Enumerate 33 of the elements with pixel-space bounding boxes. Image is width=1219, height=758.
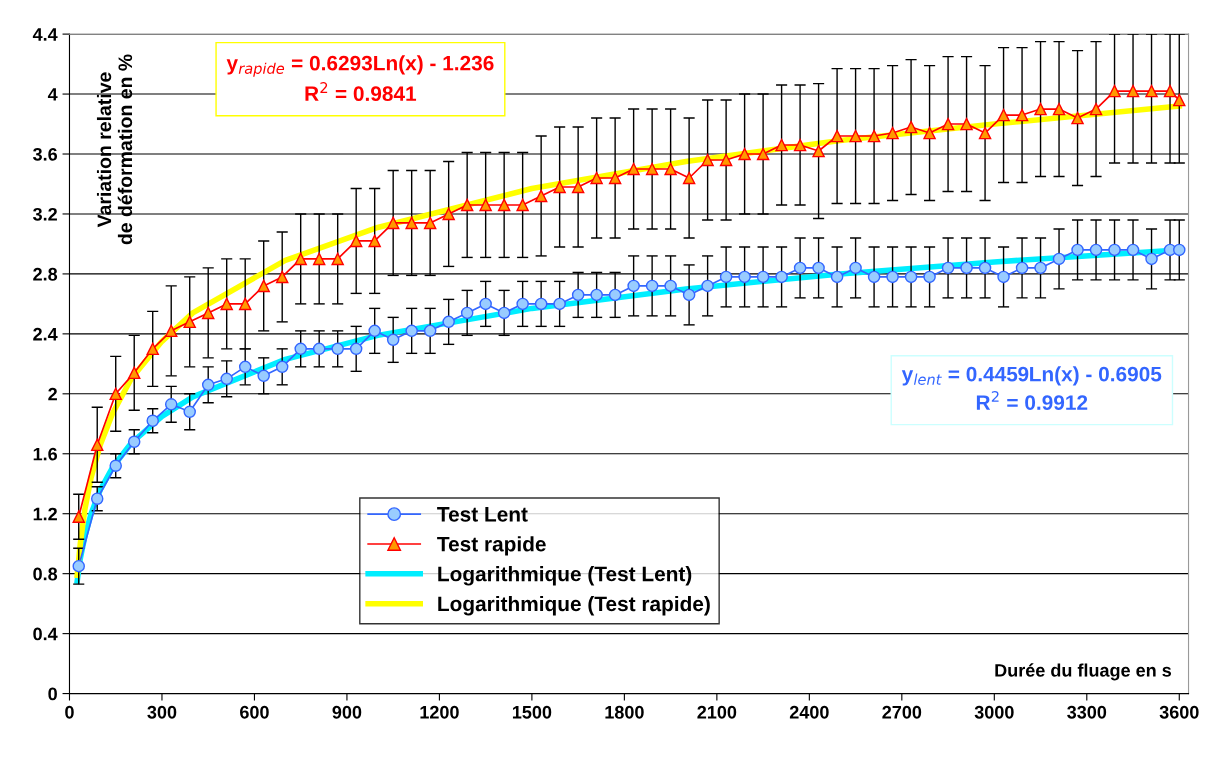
x-axis-title: Durée du fluage en s [995,663,1172,681]
x-tick-label: 600 [240,705,269,719]
x-tick-label: 900 [332,705,362,719]
x-tick-label: 300 [147,705,177,719]
y-tick-label: 0 [48,687,57,701]
y-tick-label: 4 [47,88,58,101]
legend-label: Test rapide [437,536,546,556]
y-tick-label: 0.4 [33,627,58,641]
legend-label: Logarithmique (Test Lent) [438,566,692,586]
y-tick-label: 2 [48,387,57,401]
x-tick-label: 3000 [974,705,1014,719]
y-tick-label: 2.4 [33,327,58,341]
y-tick-label: 1.2 [33,507,57,521]
y-tick-label: 4.4 [32,28,58,41]
x-tick-label: 1200 [420,705,459,719]
x-tick-label: 1800 [605,705,644,719]
legend-label: Test Lent [437,507,528,522]
y-tick-label: 0.8 [33,567,58,581]
x-tick-label: 2100 [697,705,737,719]
y-tick-label: 2.8 [33,267,58,281]
legend-label: Logarithmique (Test rapide) [438,595,710,616]
x-tick-label: 3300 [1067,705,1107,719]
x-tick-label: 2400 [789,705,829,719]
y-axis-title: Variation relative de déformation en % [96,54,133,245]
x-tick-label: 0 [65,705,74,719]
x-tick-label: 2700 [882,705,922,719]
y-tick-label: 3.2 [32,207,57,221]
annotation: y$_{rapide}$ = 0.6293Ln(x) - 1.236 R$^{2}$ = 0.9841 [226,55,494,102]
y-tick-label: 1.6 [33,447,58,461]
x-tick-label: 1500 [512,705,552,719]
x-tick-label: 3600 [1159,705,1199,719]
annotation: y$_{lent}$ = 0.4459Ln(x) - 0.6905 R$^{2}$ = 0.9912 [901,366,1162,410]
y-tick-label: 3.6 [32,147,58,161]
